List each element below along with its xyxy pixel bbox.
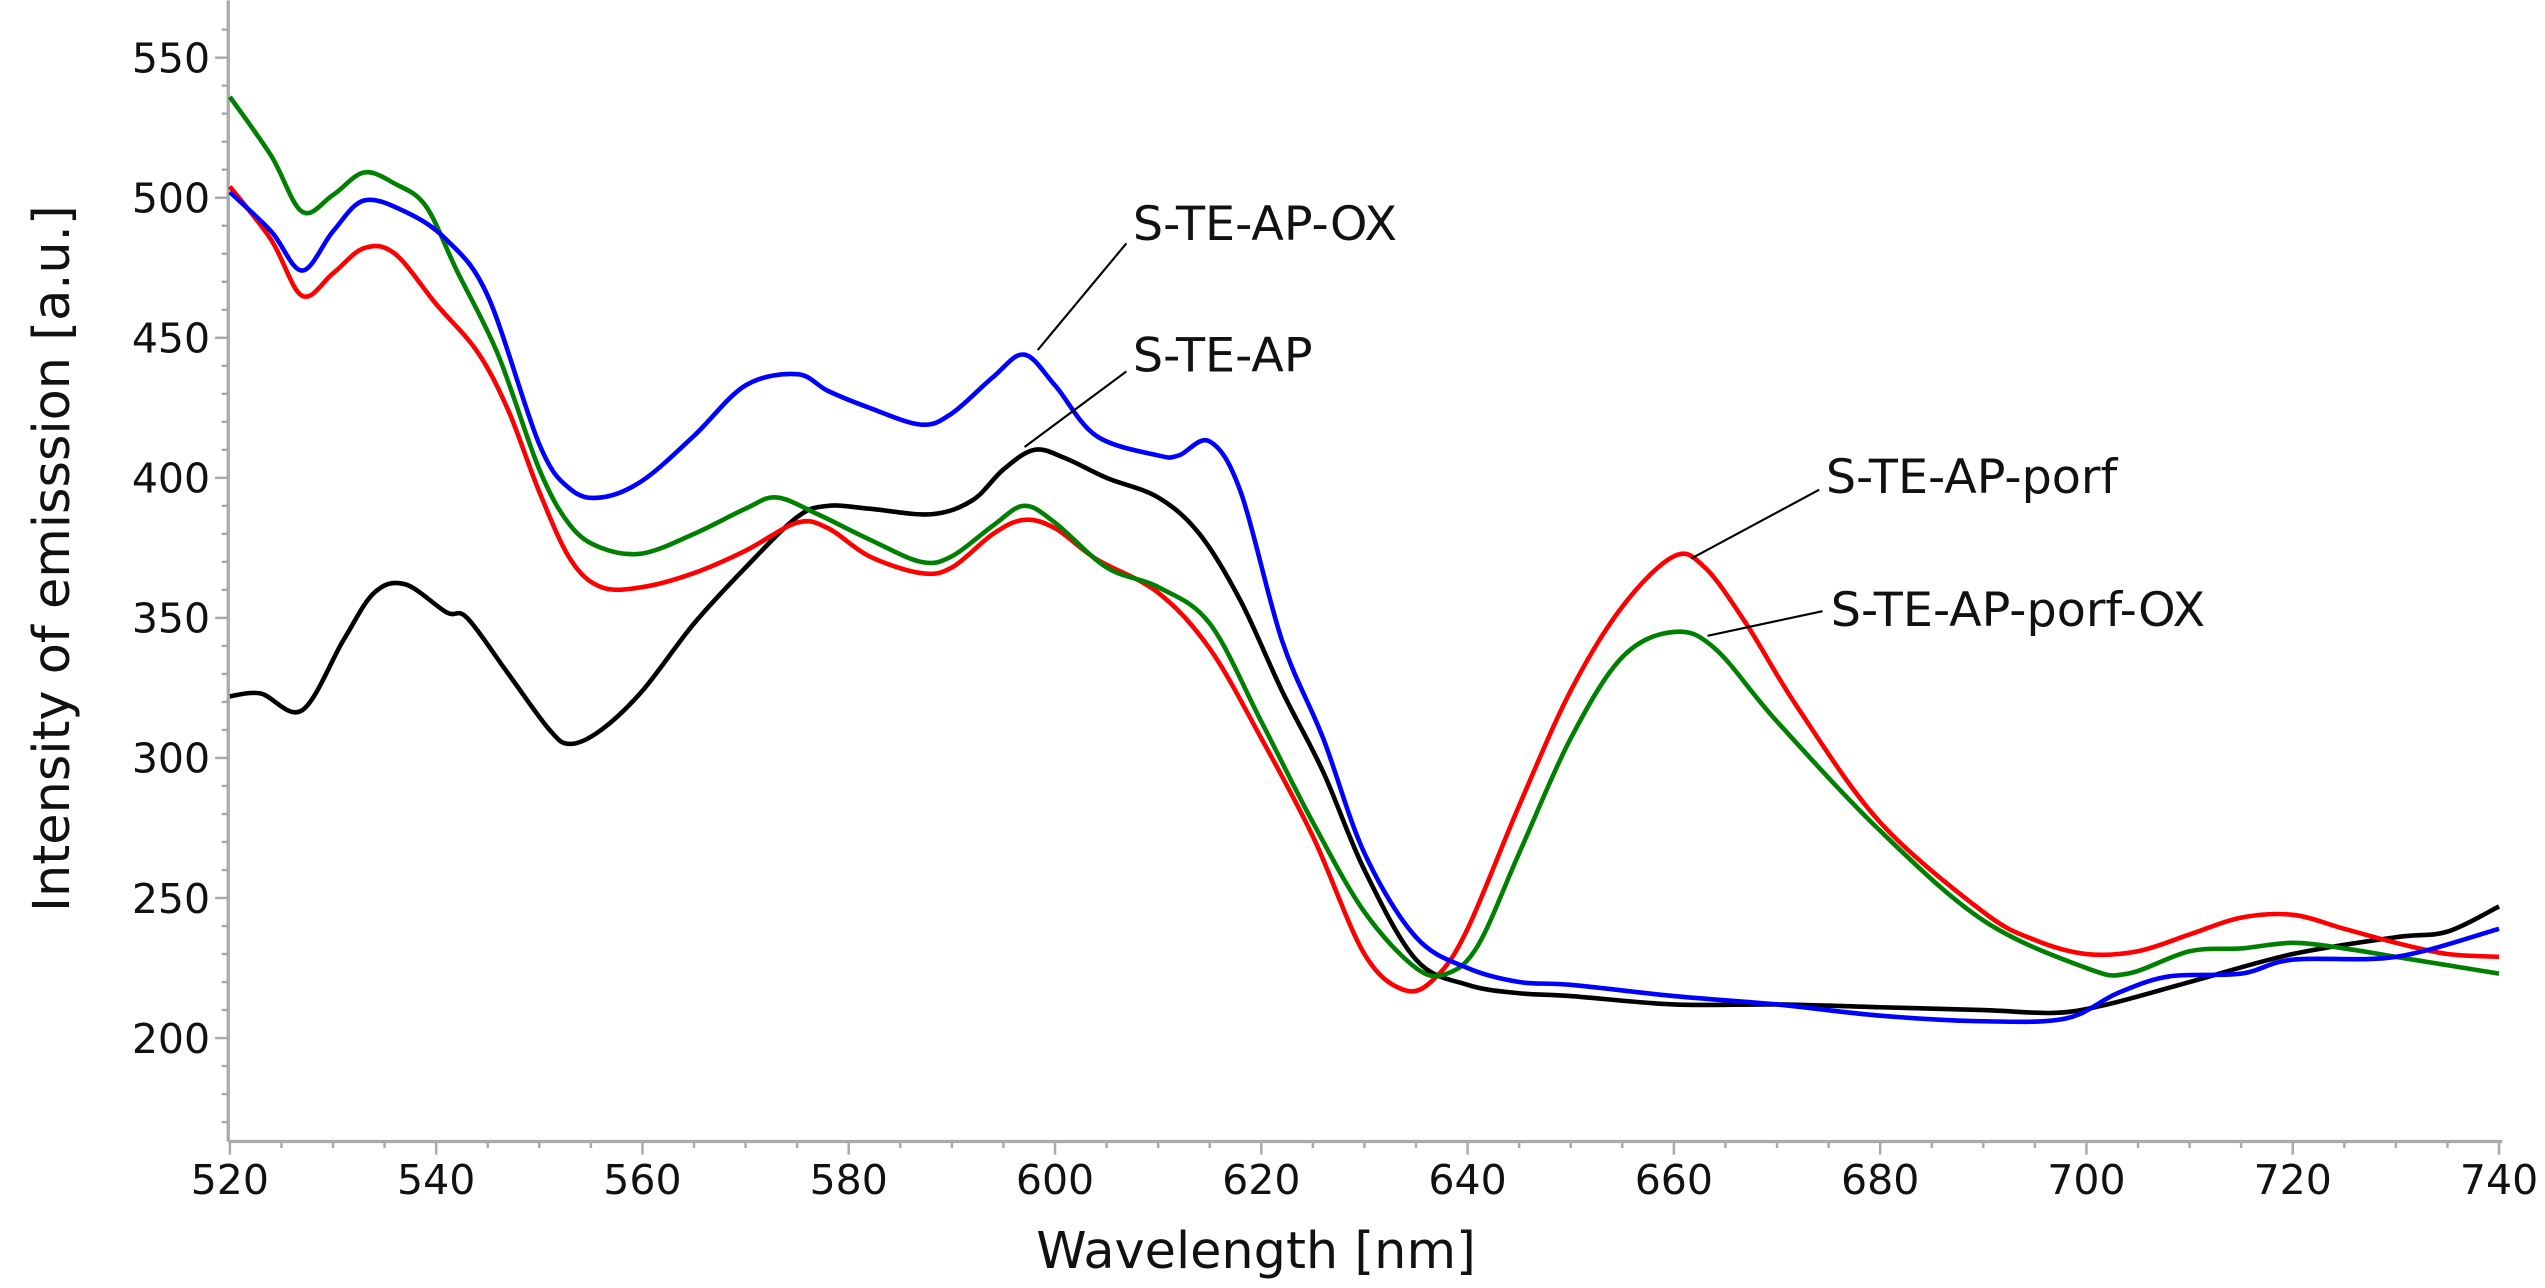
series-line-s-te-ap [229,447,2501,1016]
y-tick-label: 550 [132,34,210,82]
annotation-s-te-ap-porf-ox: S-TE-AP-porf-OX [1831,583,2205,638]
y-tick-label: 250 [132,875,210,923]
y-tick-label: 400 [132,455,210,503]
annotations [1023,242,1823,637]
annotation-s-te-ap-ox: S-TE-AP-OX [1133,197,1397,252]
series-line-s-te-ap-porf-ox [227,95,2500,979]
leader-line-s-te-ap-porf [1690,488,1820,560]
x-tick-label: 540 [397,1156,475,1204]
y-tick-label: 300 [132,735,210,783]
x-tick-label: 580 [810,1156,888,1204]
ticks: 520 540 560 580 600 620 640 660 680 700 720 740 200 2… [132,28,2538,1204]
series-group [227,95,2501,1025]
x-axis-label: Wavelength [nm] [1036,1222,1476,1281]
y-tick-label: 200 [132,1015,210,1063]
leader-line-s-te-ap [1023,370,1128,448]
series-line-s-te-ap-ox [228,190,2500,1025]
x-tick-label: 720 [2254,1156,2332,1204]
x-tick-label: 560 [603,1156,681,1204]
annotation-s-te-ap-porf: S-TE-AP-porf [1826,450,2119,505]
x-tick-label: 680 [1841,1156,1919,1204]
annotation-s-te-ap: S-TE-AP [1133,328,1313,383]
x-tick-label: 700 [2047,1156,2125,1204]
y-tick-label: 500 [132,174,210,222]
x-tick-label: 620 [1222,1156,1300,1204]
leader-line-s-te-ap-ox [1036,242,1128,351]
series-line-s-te-ap-porf [228,185,2500,994]
x-tick-label: 660 [1635,1156,1713,1204]
leader-line-s-te-ap-porf-ox [1707,610,1823,637]
x-tick-label: 520 [191,1156,269,1204]
y-axis-label: Intensity of emisssion [a.u.] [23,205,82,912]
y-tick-label: 350 [132,595,210,643]
x-tick-label: 640 [1428,1156,1506,1204]
y-tick-label: 450 [132,315,210,363]
x-tick-label: 740 [2460,1156,2538,1204]
x-tick-label: 600 [1016,1156,1094,1204]
